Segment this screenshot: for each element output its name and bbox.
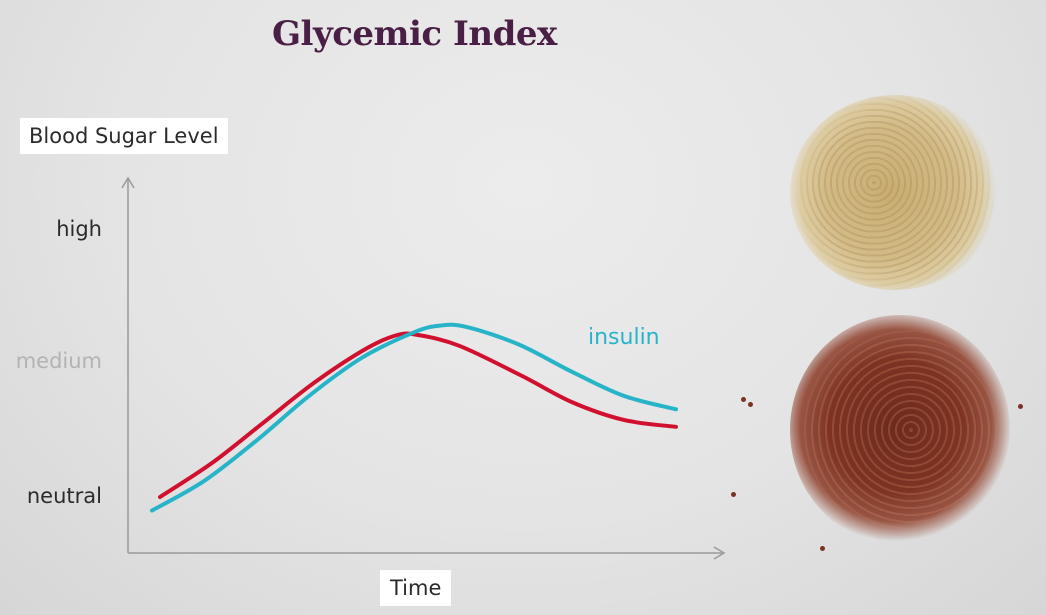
series-line-insulin bbox=[150, 322, 678, 513]
red-quinoa-icon bbox=[790, 315, 1010, 545]
y-axis-arrow-icon bbox=[121, 176, 135, 189]
quinoa-seed-icon bbox=[741, 397, 746, 402]
y-tick-high: high bbox=[56, 217, 102, 241]
y-tick-neutral: neutral bbox=[26, 484, 102, 508]
x-axis-arrow-icon bbox=[713, 546, 726, 560]
y-axis-label: Blood Sugar Level bbox=[20, 118, 228, 154]
quinoa-seed-icon bbox=[731, 492, 736, 497]
y-tick-medium: medium bbox=[15, 349, 102, 373]
brown-rice-icon bbox=[790, 95, 1000, 290]
y-axis bbox=[121, 176, 135, 553]
quinoa-seed-icon bbox=[748, 402, 753, 407]
page-title: Glycemic Index bbox=[272, 14, 557, 54]
x-axis-label: Time bbox=[380, 570, 452, 606]
x-axis bbox=[128, 546, 726, 560]
series-label-insulin: insulin bbox=[588, 325, 660, 350]
series-line-blood-sugar bbox=[158, 331, 678, 499]
quinoa-seed-icon bbox=[1018, 404, 1023, 409]
quinoa-seed-icon bbox=[820, 546, 825, 551]
